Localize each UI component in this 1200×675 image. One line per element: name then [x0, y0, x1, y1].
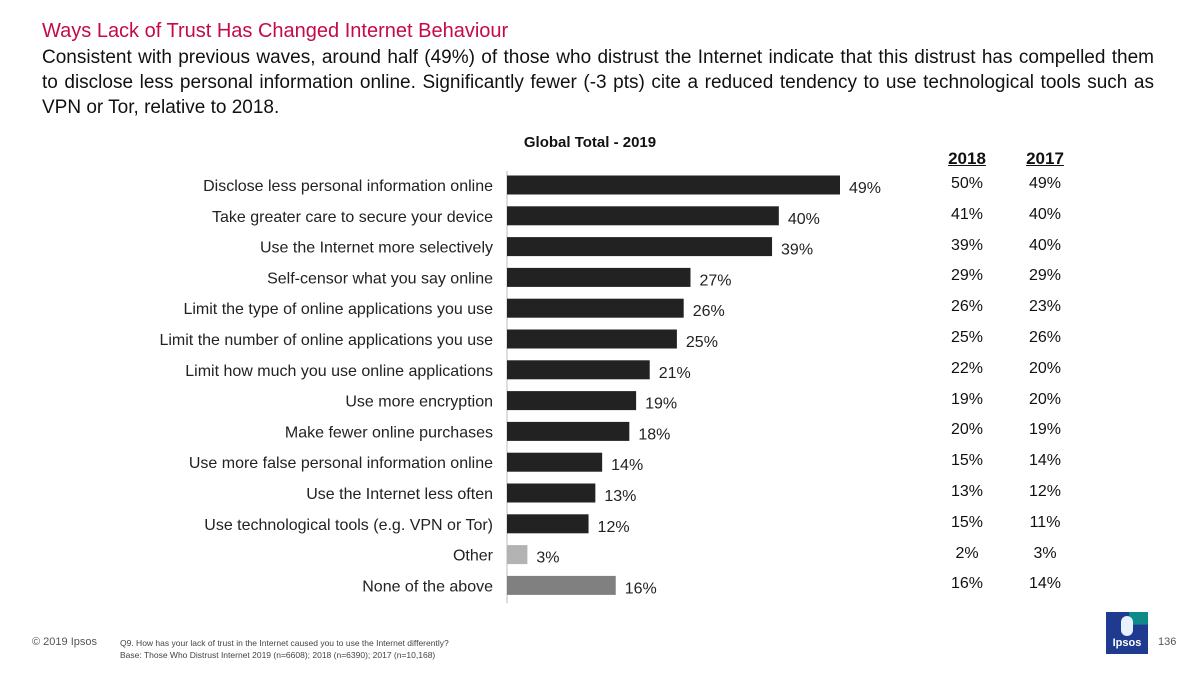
year-value: 50% — [950, 175, 984, 192]
bar — [507, 514, 589, 534]
logo-text: Ipsos — [1112, 637, 1142, 649]
bar — [507, 483, 596, 503]
year-value: 13% — [950, 483, 984, 500]
bar — [507, 575, 616, 595]
category-label: Self-censor what you say online — [267, 270, 493, 287]
category-label: Use the Internet less often — [306, 486, 493, 503]
category-label: Use the Internet more selectively — [260, 240, 493, 257]
data-label: 25% — [686, 334, 718, 351]
category-label: Make fewer online purchases — [285, 424, 493, 441]
bar — [507, 298, 684, 318]
year-value: 19% — [950, 390, 984, 408]
data-label: 49% — [849, 180, 881, 197]
page-title: Ways Lack of Trust Has Changed Internet … — [42, 20, 509, 42]
data-label: 13% — [604, 488, 636, 505]
data-label: 3% — [536, 550, 559, 567]
data-label: 39% — [781, 242, 813, 259]
category-label: Limit the type of online applications yo… — [183, 301, 493, 318]
year-heading-2018: 2018 — [948, 149, 986, 168]
footnote-question: Q9. How has your lack of trust in the In… — [120, 638, 449, 648]
bar — [507, 452, 603, 472]
bar — [507, 391, 637, 411]
year-value: 20% — [1028, 359, 1062, 377]
category-label: Use more encryption — [345, 394, 493, 411]
year-value: 15% — [950, 513, 984, 531]
data-label: 21% — [659, 365, 691, 382]
year-value: 40% — [1028, 205, 1062, 223]
category-label: Use technological tools (e.g. VPN or Tor… — [204, 517, 493, 534]
year-value: 14% — [1028, 452, 1062, 470]
year-value: 20% — [950, 421, 984, 439]
page-number: 136 — [1158, 636, 1177, 648]
year-value: 25% — [950, 329, 984, 346]
bar — [507, 267, 691, 287]
year-value: 3% — [1033, 544, 1057, 562]
bar — [507, 206, 779, 226]
copyright: © 2019 Ipsos — [32, 636, 97, 648]
year-value: 15% — [950, 452, 984, 470]
year-value: 41% — [950, 205, 984, 223]
year-value: 40% — [1028, 236, 1062, 254]
category-label: Other — [453, 548, 494, 565]
year-value: 16% — [950, 575, 984, 593]
bar — [507, 360, 650, 380]
ipsos-logo: Ipsos — [1106, 612, 1148, 654]
category-label: Limit how much you use online applicatio… — [185, 363, 493, 380]
data-label: 14% — [611, 457, 643, 474]
bar — [507, 545, 528, 565]
year-value: 12% — [1028, 483, 1062, 500]
data-label: 16% — [625, 580, 657, 597]
category-label: Take greater care to secure your device — [212, 209, 493, 226]
data-label: 40% — [788, 211, 820, 228]
year-value: 26% — [950, 298, 984, 316]
year-value: 23% — [1028, 298, 1062, 316]
page-subtitle: Consistent with previous waves, around h… — [42, 47, 1154, 118]
year-heading-2017: 2017 — [1026, 149, 1064, 168]
logo-mark — [1121, 616, 1133, 636]
data-label: 18% — [638, 426, 670, 443]
category-label: Limit the number of online applications … — [159, 332, 493, 349]
footnote: Q9. How has your lack of trust in the In… — [120, 637, 449, 661]
year-value: 19% — [1028, 421, 1062, 439]
year-value: 14% — [1028, 575, 1062, 593]
data-label: 27% — [699, 272, 731, 289]
data-label: 26% — [693, 303, 725, 320]
bar — [507, 421, 630, 441]
year-value: 26% — [1028, 329, 1062, 346]
year-value: 20% — [1028, 390, 1062, 408]
chart-title: Global Total - 2019 — [523, 134, 657, 151]
bar — [507, 329, 677, 349]
year-value: 49% — [1028, 175, 1062, 192]
category-label: Disclose less personal information onlin… — [203, 178, 493, 195]
data-label: 19% — [645, 396, 677, 413]
bar — [507, 237, 773, 257]
year-value: 29% — [1028, 267, 1062, 285]
year-value: 22% — [950, 359, 984, 377]
year-value: 11% — [1029, 513, 1061, 531]
year-value: 39% — [950, 236, 984, 254]
footnote-base: Base: Those Who Distrust Internet 2019 (… — [120, 650, 436, 660]
year-value: 2% — [955, 544, 979, 562]
category-label: Use more false personal information onli… — [189, 455, 493, 472]
bar — [507, 175, 840, 195]
category-label: None of the above — [362, 578, 493, 595]
year-value: 29% — [950, 267, 984, 285]
data-label: 12% — [598, 519, 630, 536]
